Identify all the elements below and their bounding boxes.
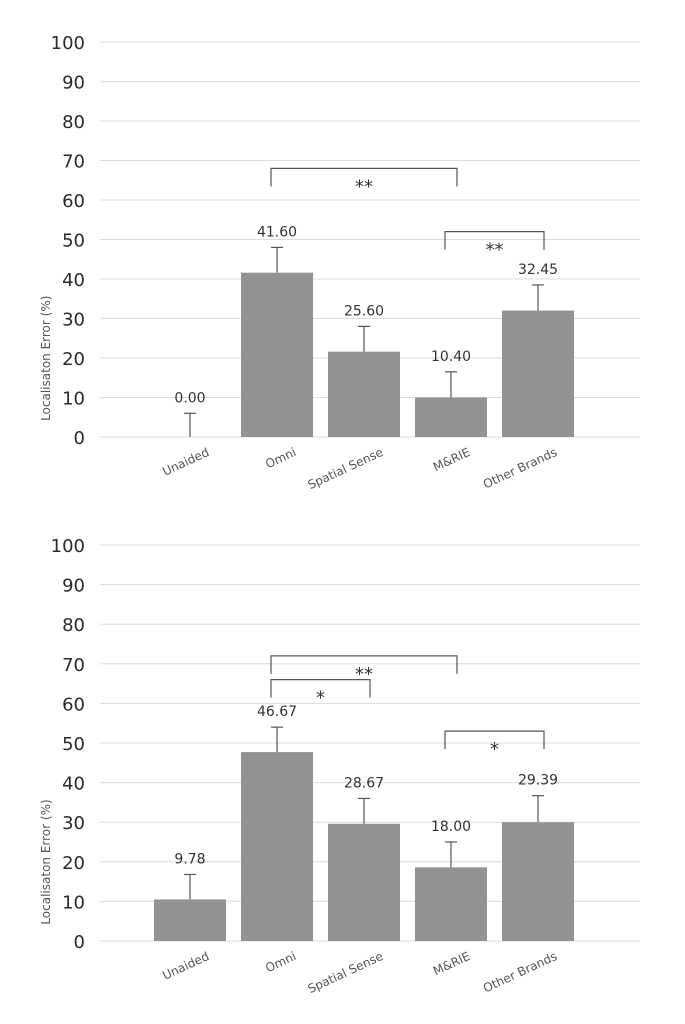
y-tick-label: 20 [62,349,85,370]
significance-bracket [270,167,458,187]
significance-marker: ** [486,240,504,261]
significance-bracket [270,679,371,698]
x-tick-label: M&RIE [431,949,472,978]
chart-bottom: 0 10 20 30 40 50 60 70 80 90 100 Localisaton Error … [39,536,640,996]
data-label: 29.39 [518,773,558,789]
y-axis-label: Localisaton Error (%) [39,296,53,421]
bar [328,351,400,437]
y-tick-label: 80 [62,615,85,636]
y-tick-label: 50 [62,231,85,252]
x-tick-label: Other Brands [481,949,559,995]
x-tick-label: Spatial Sense [306,949,386,996]
x-tick-label: Unaided [160,445,211,479]
bar [241,272,313,437]
y-tick-label: 90 [62,73,85,94]
x-tick-label: M&RIE [431,445,472,474]
bar [154,899,226,941]
y-tick-label: 40 [62,270,85,291]
y-tick-label: 60 [62,191,85,212]
y-tick-label: 90 [62,576,85,597]
y-tick-label: 60 [62,694,85,715]
y-tick-label: 40 [62,774,85,795]
significance-marker: ** [355,176,373,197]
y-tick-label: 10 [62,892,85,913]
x-tick-label: Omni [263,949,298,975]
data-label: 18.00 [431,819,471,835]
data-label: 28.67 [344,775,384,791]
bar [415,867,487,941]
bar [415,397,487,437]
bar [241,752,313,941]
data-label: 0.00 [174,390,205,406]
bar [328,823,400,941]
significance-marker: * [490,739,499,760]
y-tick-label: 50 [62,734,85,755]
y-tick-label: 100 [51,536,85,557]
y-tick-label: 30 [62,310,85,331]
y-tick-label: 20 [62,853,85,874]
y-tick-label: 10 [62,389,85,410]
y-tick-label: 70 [62,655,85,676]
significance-bracket [270,655,458,674]
y-tick-label: 0 [74,428,85,449]
data-label: 41.60 [257,224,297,240]
x-tick-label: Unaided [160,949,211,983]
y-tick-label: 70 [62,152,85,173]
bar [502,822,574,941]
significance-bracket [444,231,545,250]
y-tick-label: 30 [62,813,85,834]
x-tick-label: Omni [263,445,298,471]
y-axis-label: Localisaton Error (%) [39,799,53,924]
x-tick-label: Other Brands [481,445,559,491]
y-tick-label: 0 [74,932,85,953]
significance-marker: * [316,688,325,709]
x-tick-label: Spatial Sense [306,445,386,492]
y-tick-label: 100 [51,33,85,54]
chart-top: 0 10 20 30 40 50 60 70 80 90 100 Localisaton Error … [39,33,640,492]
data-label: 10.40 [431,349,471,365]
bar [502,310,574,437]
data-label: 9.78 [174,851,205,867]
data-label: 32.45 [518,262,558,278]
significance-bracket [444,730,545,750]
data-label: 25.60 [344,303,384,319]
y-tick-label: 80 [62,112,85,133]
data-label: 46.67 [257,704,297,720]
